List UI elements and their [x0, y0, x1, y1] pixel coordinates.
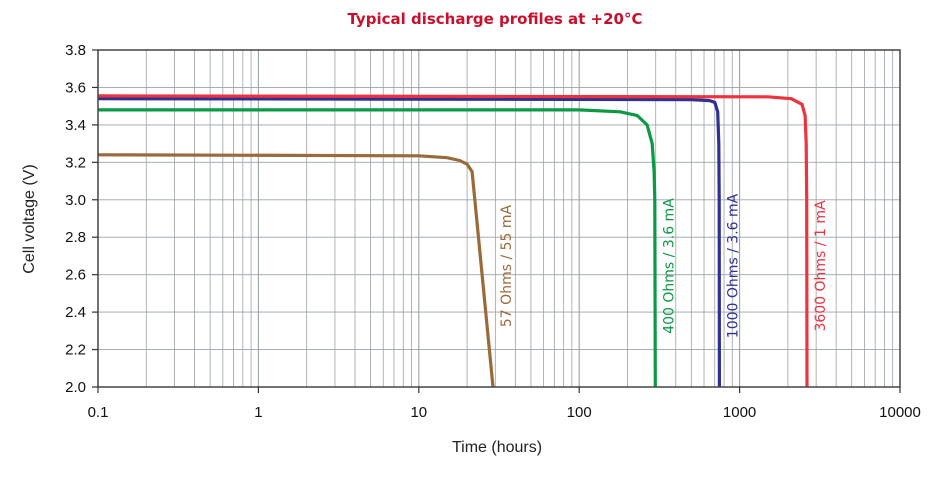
- series-lines: [97, 94, 809, 388]
- y-tick-label: 3.4: [65, 117, 86, 134]
- x-tick-label: 0.1: [88, 404, 109, 421]
- x-tick-label: 100: [567, 404, 592, 421]
- series-line-1: [97, 153, 495, 388]
- x-tick-label: 1: [254, 404, 262, 421]
- series-line-4: [97, 94, 809, 388]
- plot-frame: [97, 49, 901, 388]
- y-axis-label: Cell voltage (V): [21, 164, 38, 273]
- series-line-3: [97, 97, 721, 388]
- series-label-2: 400 Ohms / 3.6 mA: [661, 198, 677, 334]
- y-tick-label: 3.8: [65, 42, 86, 59]
- y-tick-label: 3.2: [65, 154, 86, 171]
- x-tick-label: 10000: [879, 404, 921, 421]
- y-tick-label: 2.0: [65, 379, 86, 396]
- series-labels: 57 Ohms / 55 mA 400 Ohms / 3.6 mA 1000 Ohm…: [499, 193, 829, 338]
- y-tick-label: 2.4: [65, 304, 86, 321]
- y-tick-label: 2.6: [65, 267, 86, 284]
- series-label-4: 3600 Ohms / 1 mA: [813, 200, 829, 332]
- series-label-1: 57 Ohms / 55 mA: [499, 204, 515, 327]
- series-line-2: [98, 108, 657, 388]
- chart-title: Typical discharge profiles at +20°C: [347, 10, 642, 28]
- y-tick-label: 2.8: [65, 229, 86, 246]
- x-tick-label: 1000: [723, 404, 756, 421]
- grid-lines: [98, 50, 900, 387]
- y-tick-label: 3.0: [65, 192, 86, 209]
- tick-labels: 2.0 2.2 2.4 2.6 2.8 3.0 3.2 3.4 3.6 3.8 0.1 1 10 100 1…: [65, 42, 921, 421]
- x-axis-label: Time (hours): [452, 439, 542, 456]
- series-label-3: 1000 Ohms / 3.6 mA: [725, 193, 741, 338]
- y-tick-label: 3.6: [65, 79, 86, 96]
- x-tick-label: 10: [410, 404, 427, 421]
- y-tick-label: 2.2: [65, 342, 86, 359]
